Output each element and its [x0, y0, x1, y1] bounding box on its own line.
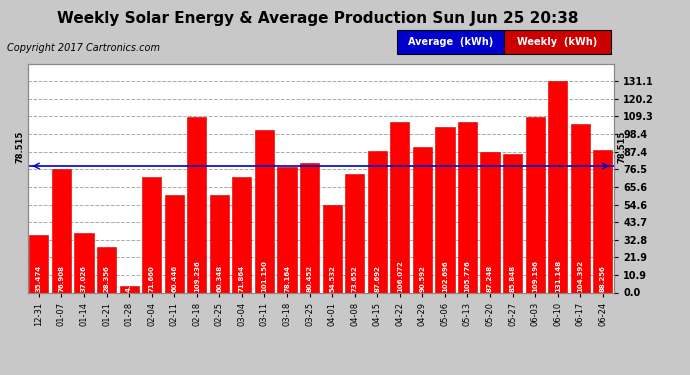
Bar [571, 124, 590, 292]
Bar [97, 247, 116, 292]
Text: 60.348: 60.348 [217, 265, 222, 292]
Text: 87.692: 87.692 [374, 265, 380, 292]
Text: 131.148: 131.148 [555, 260, 561, 292]
Text: 78.515: 78.515 [618, 130, 627, 163]
Text: 109.196: 109.196 [532, 260, 538, 292]
Text: 76.908: 76.908 [59, 265, 64, 292]
Bar [322, 205, 342, 292]
Text: 87.248: 87.248 [487, 265, 493, 292]
Bar [526, 117, 544, 292]
Text: 109.236: 109.236 [194, 260, 200, 292]
Text: Weekly  (kWh): Weekly (kWh) [517, 37, 598, 47]
Bar [233, 177, 251, 292]
Text: 88.256: 88.256 [600, 265, 606, 292]
Bar [503, 154, 522, 292]
Text: 80.452: 80.452 [306, 265, 313, 292]
Text: 37.026: 37.026 [81, 265, 87, 292]
Text: 101.150: 101.150 [262, 260, 268, 292]
Text: 73.652: 73.652 [352, 265, 357, 292]
Bar [119, 285, 139, 292]
Text: 106.072: 106.072 [397, 260, 403, 292]
Bar [345, 174, 364, 292]
Text: 35.474: 35.474 [36, 264, 42, 292]
Text: 54.532: 54.532 [329, 265, 335, 292]
Text: 71.660: 71.660 [148, 265, 155, 292]
Bar [458, 122, 477, 292]
Text: Average  (kWh): Average (kWh) [408, 37, 493, 47]
Bar [29, 236, 48, 292]
Text: 71.864: 71.864 [239, 265, 245, 292]
Bar [300, 163, 319, 292]
Bar [75, 233, 94, 292]
Bar [187, 117, 206, 292]
Text: 85.848: 85.848 [510, 265, 515, 292]
Bar [52, 169, 71, 292]
Bar [548, 81, 567, 292]
Bar [413, 147, 432, 292]
Text: 90.592: 90.592 [420, 265, 425, 292]
Text: Weekly Solar Energy & Average Production Sun Jun 25 20:38: Weekly Solar Energy & Average Production… [57, 11, 578, 26]
Text: 4.312: 4.312 [126, 270, 132, 292]
Text: 104.392: 104.392 [578, 260, 583, 292]
Text: 102.696: 102.696 [442, 260, 448, 292]
Text: 105.776: 105.776 [464, 260, 471, 292]
Text: Copyright 2017 Cartronics.com: Copyright 2017 Cartronics.com [7, 43, 160, 53]
Text: 60.446: 60.446 [171, 265, 177, 292]
Text: 78.164: 78.164 [284, 265, 290, 292]
Bar [435, 127, 455, 292]
Bar [593, 150, 613, 292]
Text: 78.515: 78.515 [15, 130, 24, 163]
Bar [165, 195, 184, 292]
Bar [210, 195, 229, 292]
Bar [277, 166, 297, 292]
Bar [255, 129, 274, 292]
Bar [391, 122, 409, 292]
Bar [142, 177, 161, 292]
Bar [480, 152, 500, 292]
Bar [368, 151, 387, 292]
Text: 28.356: 28.356 [104, 265, 110, 292]
